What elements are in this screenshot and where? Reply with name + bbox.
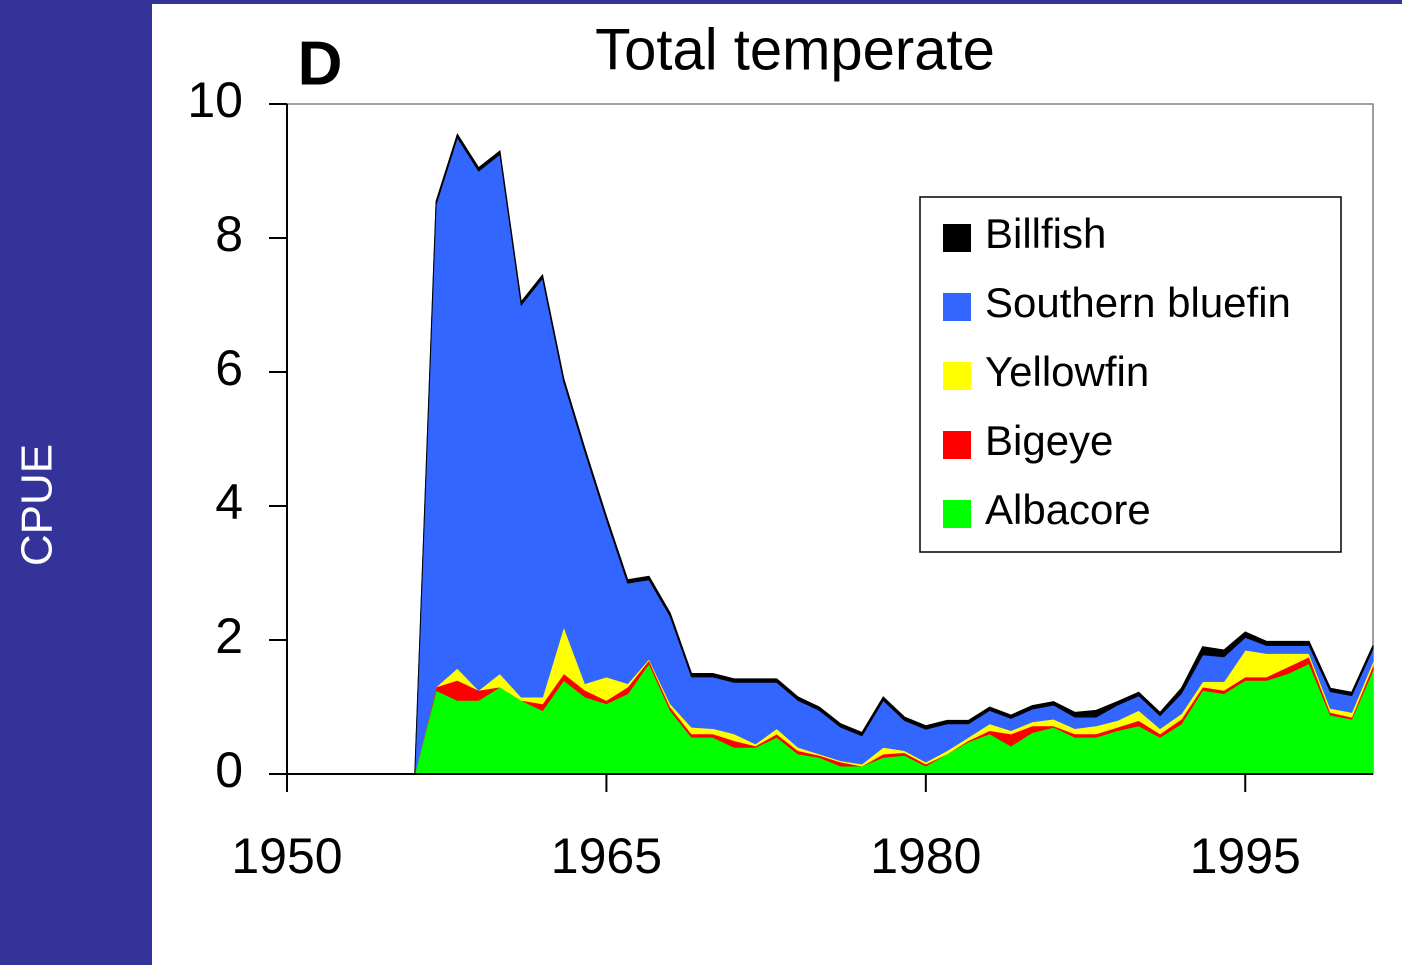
x-tick-label: 1950 <box>231 828 342 884</box>
chart-title: Total temperate <box>595 17 995 82</box>
x-tick-label: 1980 <box>870 828 981 884</box>
legend-swatch <box>943 431 971 459</box>
y-axis-label: CPUE <box>13 444 62 566</box>
top-band <box>0 0 1402 4</box>
panel-label: D <box>298 29 343 98</box>
legend-box <box>919 196 1342 553</box>
legend-label: Billfish <box>985 210 1106 257</box>
y-tick-label: 4 <box>215 474 243 530</box>
legend-swatch <box>943 293 971 321</box>
legend-swatch <box>943 500 971 528</box>
legend-swatch <box>943 224 971 252</box>
legend-label: Yellowfin <box>985 348 1149 395</box>
side-band <box>0 0 152 965</box>
x-tick-label: 1965 <box>551 828 662 884</box>
area <box>414 132 1374 775</box>
legend-label: Bigeye <box>985 417 1113 464</box>
y-tick-label: 10 <box>187 72 243 128</box>
y-tick-label: 0 <box>215 742 243 798</box>
legend-label: Southern bluefin <box>985 279 1291 326</box>
y-tick-label: 6 <box>215 340 243 396</box>
x-tick-label: 1995 <box>1190 828 1301 884</box>
legend-swatch <box>943 362 971 390</box>
legend-label: Albacore <box>985 486 1151 533</box>
y-tick-label: 8 <box>215 206 243 262</box>
y-tick-label: 2 <box>215 608 243 664</box>
